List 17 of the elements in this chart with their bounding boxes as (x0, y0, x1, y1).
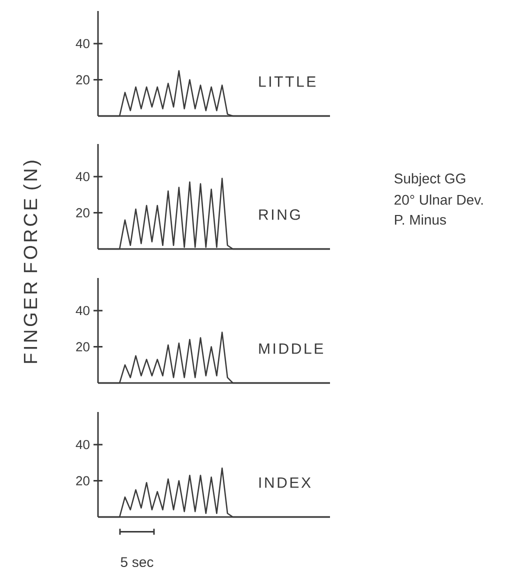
y-tick-label: 40 (76, 38, 90, 48)
series-label: LITTLE (259, 76, 316, 87)
text: 5 sec (120, 557, 154, 568)
y-tick-label: 20 (76, 75, 90, 84)
y-tick-label: 40 (76, 172, 90, 182)
y-tick-label: 40 (76, 440, 90, 450)
text: 20° Ulnar Dev. (394, 194, 483, 205)
y-tick-label: 20 (76, 476, 90, 486)
series-label: MIDDLE (259, 343, 324, 354)
y-tick-label: 20 (76, 208, 90, 218)
text: P. Minus (394, 214, 446, 225)
y-axis-title: FINGER FORCE (N) (23, 160, 41, 363)
y-tick-label: 40 (76, 306, 90, 316)
y-tick-label: 20 (76, 342, 90, 352)
series-label: RING (259, 209, 300, 220)
text: Subject GG (394, 173, 466, 186)
series-label: INDEX (259, 477, 311, 488)
